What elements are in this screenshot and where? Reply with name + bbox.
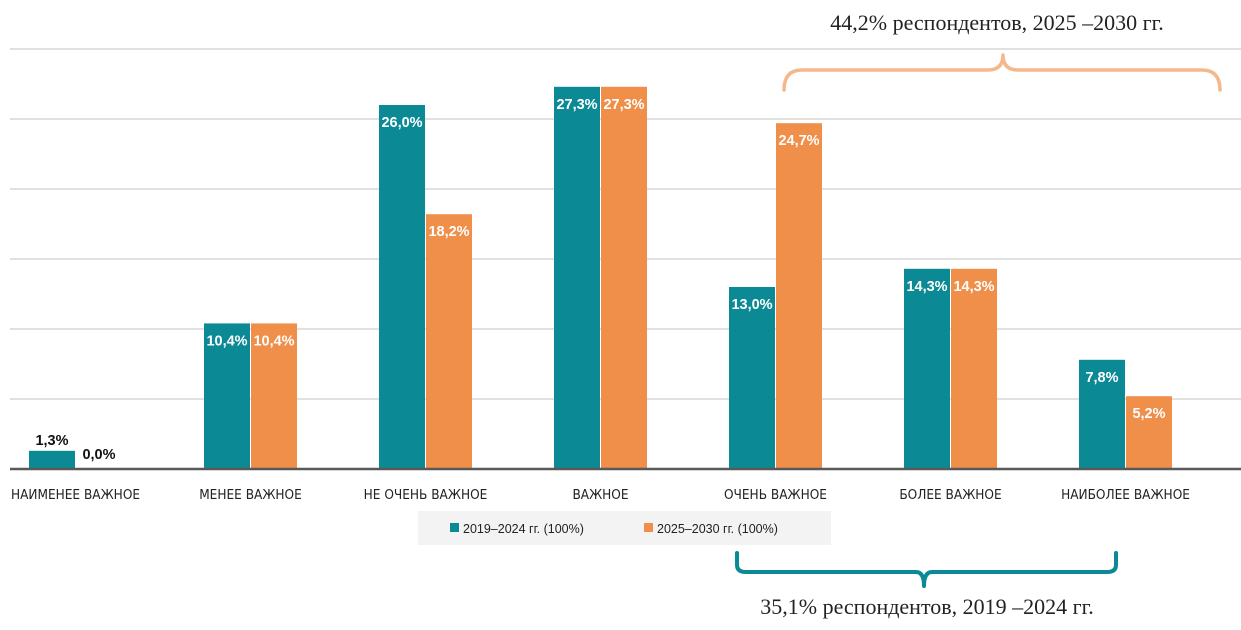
data-label-series-1-3: 26,0% <box>381 115 422 131</box>
bar-series-2-3 <box>426 214 472 469</box>
data-label-series-2-1: 0,0% <box>82 447 115 463</box>
category-label-5: ОЧЕНЬ ВАЖНОЕ <box>724 487 827 503</box>
data-label-series-1-6: 14,3% <box>906 279 947 295</box>
legend: 2019–2024 гг. (100%) 2025–2030 гг. (100%… <box>418 511 831 545</box>
category-label-2: МЕНЕЕ ВАЖНОЕ <box>199 487 302 503</box>
annotation-bottom: 35,1% респондентов, 2019 –2024 гг. <box>735 551 1118 619</box>
bar-series-1-3 <box>379 105 425 469</box>
data-label-series-1-1: 1,3% <box>35 433 68 449</box>
data-label-series-2-3: 18,2% <box>428 224 469 240</box>
data-label-series-1-4: 27,3% <box>556 97 597 113</box>
bar-series-1-1 <box>29 450 75 469</box>
data-label-series-1-7: 7,8% <box>1085 370 1118 386</box>
annotation-top-bracket <box>782 53 1222 92</box>
data-label-series-2-2: 10,4% <box>253 333 294 349</box>
bar-series-1-5 <box>729 287 775 469</box>
category-label-6: БОЛЕЕ ВАЖНОЕ <box>899 487 1001 503</box>
bars-group <box>29 86 1172 470</box>
data-label-series-2-7: 5,2% <box>1132 406 1165 422</box>
bar-series-1-4 <box>554 86 600 470</box>
bar-series-1-2 <box>204 323 250 469</box>
category-label-7: НАИБОЛЕЕ ВАЖНОЕ <box>1061 487 1190 503</box>
legend-label-series-1: 2019–2024 гг. (100%) <box>463 522 584 536</box>
bar-series-2-7 <box>1126 396 1172 469</box>
category-label-3: НЕ ОЧЕНЬ ВАЖНОЕ <box>364 487 488 503</box>
legend-label-series-2: 2025–2030 гг. (100%) <box>657 522 778 536</box>
legend-swatch-series-2 <box>644 523 653 532</box>
bar-series-2-2 <box>251 323 297 469</box>
category-label-4: ВАЖНОЕ <box>572 487 628 503</box>
category-label-1: НАИМЕНЕЕ ВАЖНОЕ <box>11 487 140 503</box>
annotation-bottom-bracket <box>735 551 1118 588</box>
legend-background <box>418 511 831 545</box>
category-labels-group: НАИМЕНЕЕ ВАЖНОЕ МЕНЕЕ ВАЖНОЕ НЕ ОЧЕНЬ ВАЖН… <box>11 487 1190 503</box>
annotation-bottom-text: 35,1% респондентов, 2019 –2024 гг. <box>760 594 1093 619</box>
bar-series-2-5 <box>776 123 822 469</box>
bar-series-1-7 <box>1079 359 1125 469</box>
data-label-series-1-2: 10,4% <box>206 333 247 349</box>
data-label-series-2-4: 27,3% <box>603 97 644 113</box>
bar-series-2-4 <box>601 86 647 470</box>
annotation-top: 44,2% респондентов, 2025 –2030 гг. <box>782 10 1222 92</box>
value-labels-group: 1,3% 0,0% 10,4% 10,4% 26,0% 18,2% 27,3% 27,3% 13… <box>35 97 1165 463</box>
data-label-series-1-5: 13,0% <box>731 297 772 313</box>
data-label-series-2-6: 14,3% <box>953 279 994 295</box>
data-label-series-2-5: 24,7% <box>778 133 819 149</box>
bar-series-1-6 <box>904 268 950 469</box>
bar-series-2-6 <box>951 268 997 469</box>
legend-swatch-series-1 <box>450 523 459 532</box>
annotation-top-text: 44,2% респондентов, 2025 –2030 гг. <box>830 10 1163 35</box>
